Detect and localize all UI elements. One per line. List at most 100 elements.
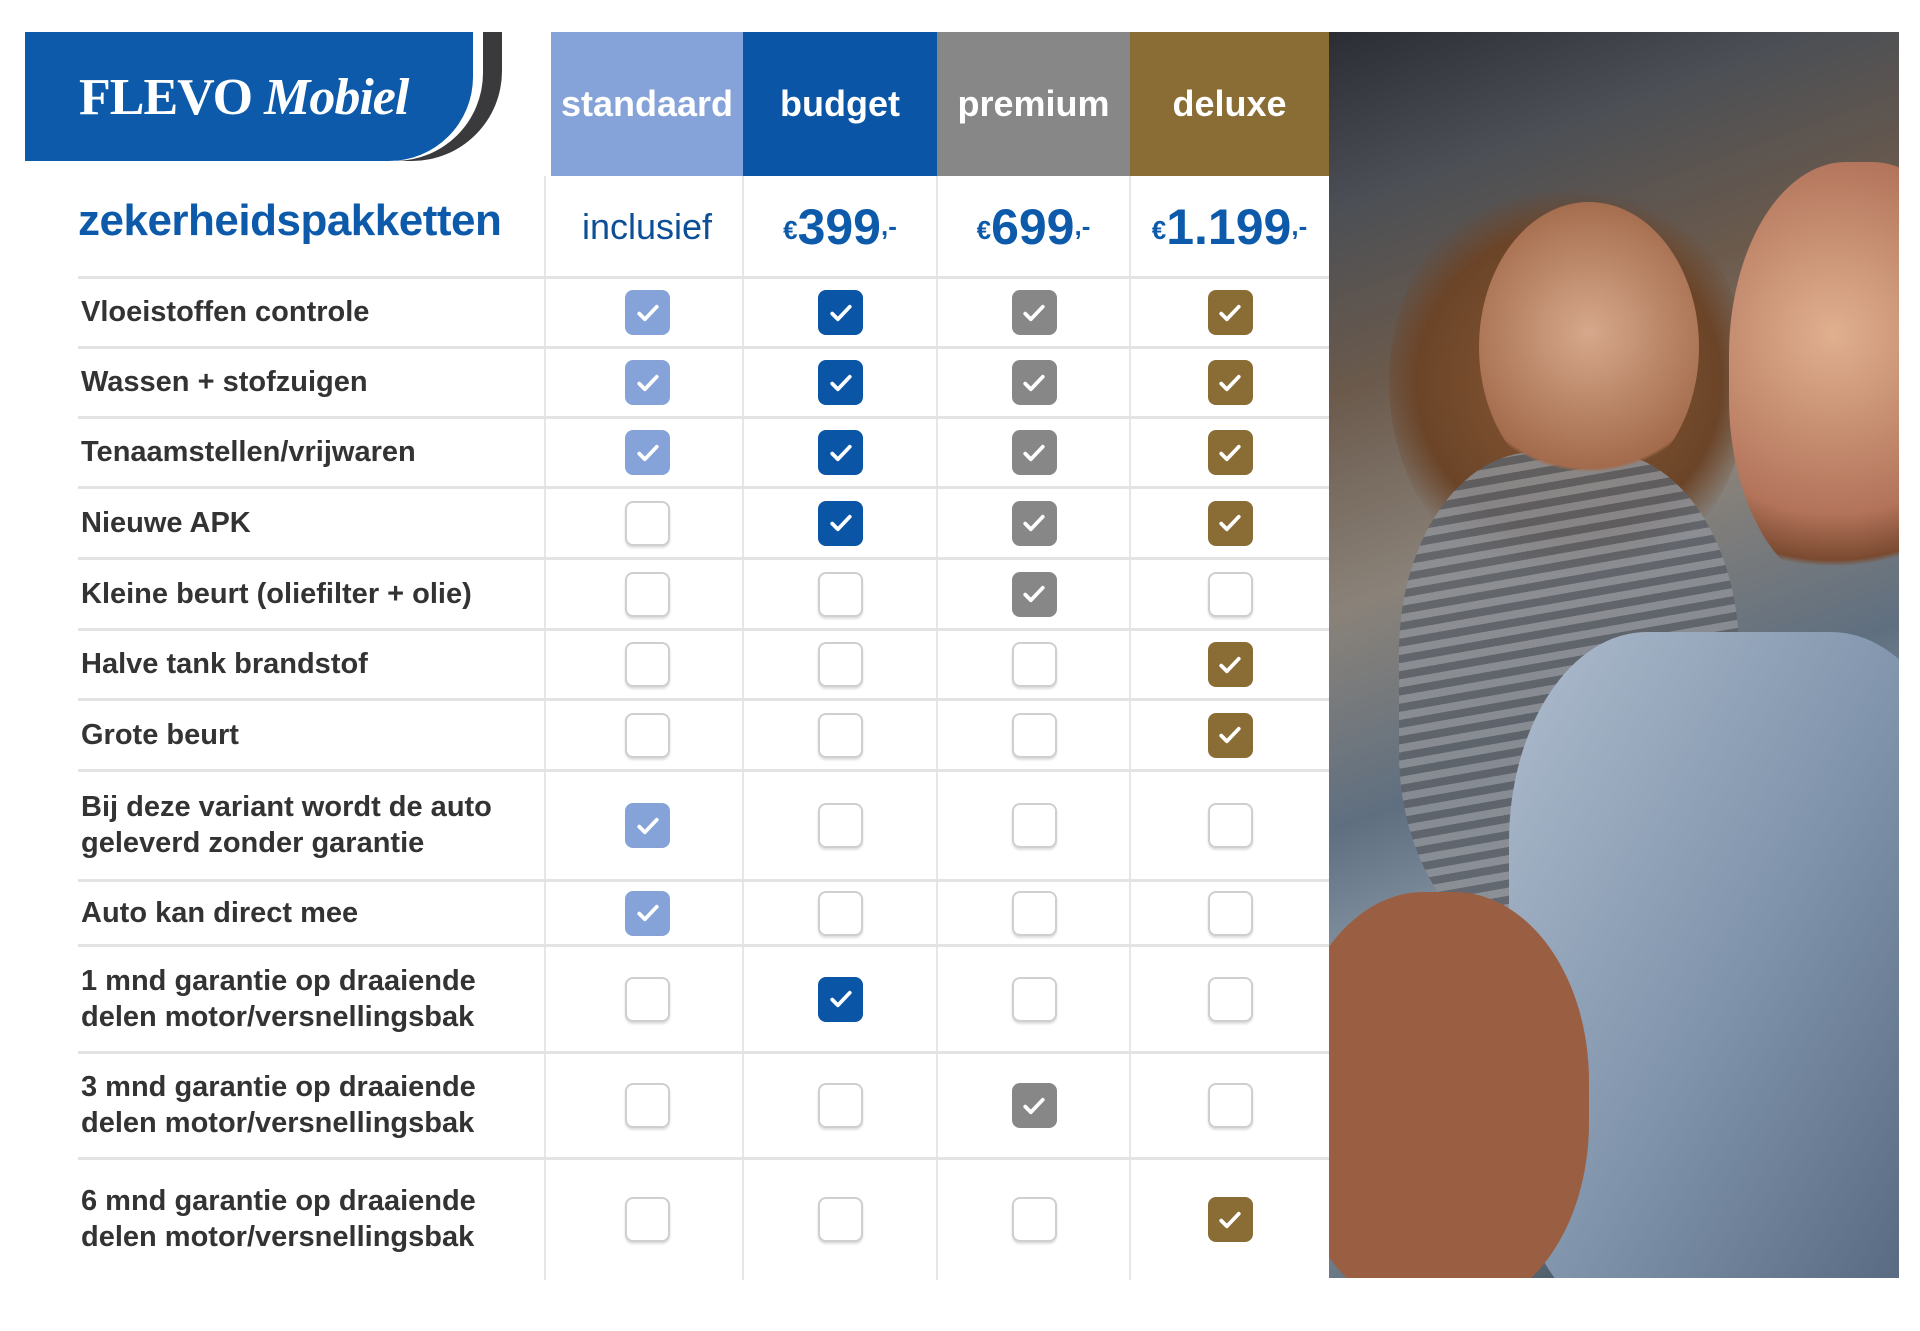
checkbox-empty-budget xyxy=(818,1197,863,1242)
checkbox-checked-standaard xyxy=(625,290,670,335)
checkmark-icon xyxy=(1023,1097,1045,1114)
row-divider xyxy=(78,879,1329,882)
checkbox-empty-deluxe xyxy=(1207,1083,1253,1128)
package-name: deluxe xyxy=(1172,83,1287,124)
price-suffix: ,- xyxy=(1074,211,1091,241)
checkbox-empty-deluxe xyxy=(1207,890,1253,936)
checkmark-icon xyxy=(1219,726,1241,744)
row-divider xyxy=(78,557,1329,560)
checkbox-empty-standaard xyxy=(625,1083,670,1128)
feature-label: Kleine beurt (oliefilter + olie) xyxy=(81,577,472,610)
checkbox-checked-standaard xyxy=(625,890,670,936)
checkbox-empty-premium xyxy=(1011,642,1057,687)
row-divider xyxy=(78,769,1329,772)
checkmark-icon xyxy=(636,817,659,834)
column-divider xyxy=(936,176,938,1280)
package-header-standaard: standaard xyxy=(551,32,743,176)
feature-label: Grote beurt xyxy=(81,718,239,751)
checkmark-icon xyxy=(1219,374,1241,391)
checkbox-checked-budget xyxy=(818,430,863,475)
checkbox-checked-deluxe xyxy=(1207,712,1253,758)
checkbox-checked-budget xyxy=(818,290,863,335)
package-header-premium: premium xyxy=(937,32,1130,176)
row-divider xyxy=(78,628,1329,631)
package-price-standaard: inclusief xyxy=(551,176,743,277)
checkbox-empty-deluxe xyxy=(1207,976,1253,1022)
feature-label: Bij deze variant wordt de auto geleverd … xyxy=(81,791,492,859)
checkbox-empty-standaard xyxy=(625,976,670,1022)
checkbox-checked-standaard xyxy=(625,360,670,405)
feature-label: 1 mnd garantie op draaiende delen motor/… xyxy=(81,964,476,1033)
column-divider xyxy=(1129,176,1131,1280)
checkbox-checked-deluxe xyxy=(1207,500,1253,546)
checkbox-empty-budget xyxy=(818,712,863,758)
feature-label: 3 mnd garantie op draaiende delen motor/… xyxy=(81,1071,476,1139)
price-amount: 699 xyxy=(991,198,1075,255)
checkbox-empty-budget xyxy=(818,642,863,687)
package-name: standaard xyxy=(560,83,734,124)
checkmark-icon xyxy=(829,514,852,532)
checkmark-icon xyxy=(636,444,659,461)
couple-in-car-photo xyxy=(1329,32,1899,1278)
checkbox-empty-premium xyxy=(1011,712,1057,758)
checkmark-icon xyxy=(636,904,659,922)
logo-text-flevo: FLEVO xyxy=(79,69,253,126)
checkmark-icon xyxy=(636,304,659,321)
price-suffix: ,- xyxy=(881,211,897,241)
checkbox-checked-premium xyxy=(1011,1083,1057,1128)
checkbox-checked-budget xyxy=(818,976,863,1022)
checkmark-icon xyxy=(1023,444,1045,461)
package-price-deluxe: €1.199 ,- xyxy=(1130,176,1329,277)
checkbox-empty-budget xyxy=(818,803,863,848)
package-name: budget xyxy=(780,83,900,124)
checkbox-checked-premium xyxy=(1011,430,1057,475)
checkbox-checked-budget xyxy=(818,360,863,405)
flevo-mobiel-logo: FLEVO Mobiel xyxy=(25,32,502,161)
checkbox-empty-deluxe xyxy=(1207,803,1253,848)
checkmark-icon xyxy=(1219,1211,1241,1228)
feature-label: 6 mnd garantie op draaiende delen motor/… xyxy=(81,1185,476,1253)
package-price-premium: €699 ,- xyxy=(937,176,1130,277)
checkbox-checked-standaard xyxy=(625,430,670,475)
checkbox-checked-deluxe xyxy=(1207,642,1253,687)
row-divider xyxy=(78,276,1329,279)
price-currency: € xyxy=(1151,215,1167,245)
feature-label: Tenaamstellen/vrijwaren xyxy=(81,436,416,468)
checkbox-checked-deluxe xyxy=(1207,290,1253,335)
checkbox-checked-premium xyxy=(1011,500,1057,546)
checkmark-icon xyxy=(1219,656,1241,673)
checkbox-empty-standaard xyxy=(625,571,670,617)
checkmark-icon xyxy=(1023,585,1045,603)
checkbox-empty-standaard xyxy=(625,642,670,687)
package-name: premium xyxy=(957,83,1110,124)
checkbox-checked-budget xyxy=(818,500,863,546)
package-header-budget: budget xyxy=(743,32,937,176)
price-amount: 1.199 xyxy=(1166,198,1292,255)
checkbox-empty-budget xyxy=(818,1083,863,1128)
package-price-budget: €399 ,- xyxy=(743,176,937,277)
row-divider xyxy=(78,698,1329,701)
checkbox-empty-premium xyxy=(1011,1197,1057,1242)
checkbox-checked-deluxe xyxy=(1207,430,1253,475)
row-divider xyxy=(78,944,1329,947)
checkmark-icon xyxy=(636,374,659,391)
checkbox-checked-premium xyxy=(1011,290,1057,335)
checkmark-icon xyxy=(1219,514,1241,532)
row-divider xyxy=(78,486,1329,489)
row-divider xyxy=(78,1051,1329,1054)
checkbox-empty-standaard xyxy=(625,1197,670,1242)
checkmark-icon xyxy=(1219,304,1241,321)
feature-label: Nieuwe APK xyxy=(81,506,251,539)
column-divider xyxy=(544,176,546,1280)
checkbox-checked-premium xyxy=(1011,360,1057,405)
price-suffix: ,- xyxy=(1291,211,1308,241)
feature-label: Auto kan direct mee xyxy=(81,896,359,929)
checkbox-empty-standaard xyxy=(625,712,670,758)
price-currency: € xyxy=(783,215,798,245)
feature-label: Halve tank brandstof xyxy=(81,648,368,680)
row-divider xyxy=(78,346,1329,349)
checkbox-empty-budget xyxy=(818,571,863,617)
price-currency: € xyxy=(976,215,992,245)
checkmark-icon xyxy=(829,444,852,461)
checkmark-icon xyxy=(829,304,852,321)
